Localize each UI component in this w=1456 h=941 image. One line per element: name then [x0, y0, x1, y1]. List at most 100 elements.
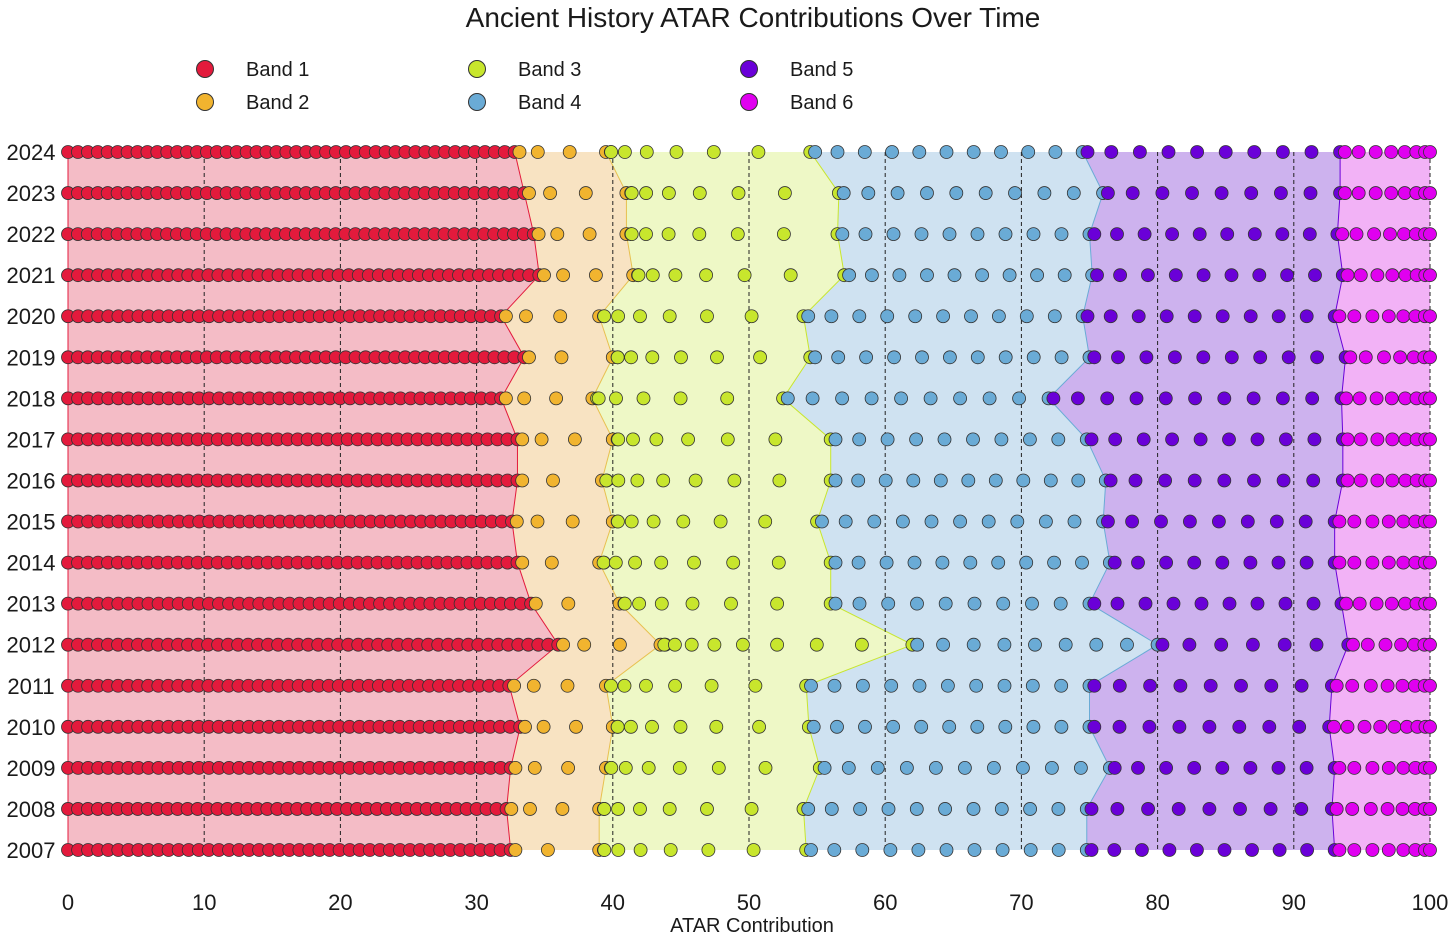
point-2012-band4-64	[910, 637, 925, 652]
point-2024-band5-72	[1161, 145, 1176, 159]
point-2013-band4-62	[938, 596, 953, 611]
point-2014-band4-61	[907, 555, 922, 570]
point-2021-band5-74	[1196, 268, 1211, 283]
point-2021-band4-65	[975, 268, 989, 283]
point-2007-band5-69	[1135, 843, 1149, 857]
point-2022-band3-56	[692, 227, 707, 242]
point-2024-band5-74	[1218, 145, 1233, 159]
point-2013-band6-81	[1384, 596, 1399, 611]
point-2008-band3-55	[744, 802, 759, 816]
point-2022-band6-83	[1383, 227, 1397, 242]
y-tick-2011: 2011	[7, 674, 54, 699]
point-2011-band3-55	[748, 678, 763, 693]
point-2010-band2-46	[518, 719, 532, 734]
point-2010-band4-65	[998, 719, 1013, 734]
point-2016-band5-69	[1103, 473, 1118, 488]
point-2010-band2-48	[569, 719, 583, 734]
point-2016-band6-81	[1385, 473, 1400, 488]
point-2023-band4-61	[890, 186, 905, 200]
point-2024-band6-82	[1384, 145, 1399, 159]
point-2021-band2-49	[556, 268, 570, 283]
point-2008-band3-53	[662, 802, 677, 816]
point-2014-band5-74	[1243, 555, 1258, 570]
y-tick-2021: 2021	[7, 263, 56, 288]
legend-marker-band-3	[468, 60, 486, 78]
point-2019-band4-64	[970, 350, 985, 365]
y-tick-2020: 2020	[7, 304, 56, 329]
point-2020-band5-73	[1243, 309, 1258, 324]
point-2016-band6-78	[1340, 473, 1355, 488]
point-2022-band5-72	[1137, 227, 1152, 242]
point-2022-band4-67	[1026, 227, 1041, 242]
point-2020-band4-58	[852, 309, 867, 324]
point-2020-band3-53	[700, 309, 714, 324]
point-2007-band3-54	[746, 843, 761, 857]
point-2022-band5-75	[1220, 227, 1235, 242]
point-2011-band2-45	[507, 678, 521, 693]
point-2015-band4-60	[896, 514, 910, 529]
band-areas	[67, 151, 1430, 851]
point-2014-band6-82	[1396, 555, 1411, 570]
point-2013-band4-58	[828, 596, 843, 611]
point-2014-band5-69	[1107, 555, 1122, 570]
point-2023-band3-57	[778, 186, 792, 200]
legend-marker-band-5	[740, 60, 758, 78]
point-2014-band3-55	[726, 555, 741, 570]
point-2007-band4-63	[995, 843, 1010, 857]
point-2020-band5-69	[1131, 309, 1146, 324]
point-2021-band2-50	[589, 268, 603, 283]
point-2023-band4-65	[1008, 186, 1022, 200]
y-tick-2024: 2024	[7, 140, 56, 165]
point-2020-band4-60	[908, 309, 923, 324]
point-2015-band5-70	[1154, 514, 1168, 529]
point-2017-band4-63	[966, 432, 980, 447]
point-2013-band4-61	[910, 596, 924, 611]
x-tick-20: 20	[328, 890, 352, 915]
point-2007-band6-77	[1332, 843, 1347, 857]
point-2013-band3-55	[724, 596, 738, 611]
point-2019-band4-59	[831, 350, 846, 365]
point-2024-band6-83	[1397, 145, 1412, 159]
point-2014-band6-79	[1347, 555, 1362, 570]
point-2010-band5-70	[1112, 719, 1127, 734]
point-2007-band5-75	[1300, 843, 1314, 857]
point-2018-band3-53	[720, 391, 735, 406]
point-2012-band6-80	[1346, 637, 1360, 652]
point-2015-band6-80	[1381, 514, 1396, 529]
point-2018-band4-57	[835, 391, 849, 406]
x-tick-60: 60	[873, 890, 897, 915]
point-2024-band2-47	[530, 145, 545, 159]
point-2024-band4-64	[966, 145, 981, 159]
point-2007-band3-50	[611, 843, 626, 857]
point-2010-band5-72	[1172, 719, 1187, 734]
point-2023-band6-78	[1338, 186, 1352, 200]
legend-marker-band-1	[196, 60, 214, 78]
point-2016-band6-85	[1423, 473, 1437, 488]
point-2023-band2-47	[522, 186, 536, 200]
y-tick-2010: 2010	[7, 715, 56, 740]
point-2010-band4-61	[886, 719, 900, 734]
data-points	[61, 145, 1437, 857]
point-2015-band3-50	[611, 514, 625, 529]
point-2022-band3-53	[624, 227, 639, 242]
point-2016-band5-70	[1128, 473, 1143, 488]
point-2009-band4-66	[1074, 760, 1088, 775]
point-2007-band4-57	[827, 843, 842, 857]
point-2007-band6-84	[1423, 843, 1437, 857]
point-2011-band4-62	[941, 678, 955, 693]
point-2007-band2-45	[508, 843, 523, 857]
point-2023-band5-70	[1125, 186, 1140, 200]
point-2020-band4-59	[880, 309, 895, 324]
point-2021-band3-55	[668, 268, 683, 283]
point-2014-band4-62	[935, 555, 950, 570]
point-2015-band6-84	[1423, 514, 1437, 529]
point-2009-band5-72	[1215, 760, 1230, 775]
point-2012-band4-66	[966, 637, 981, 652]
point-2013-band3-54	[685, 596, 700, 611]
point-2024-band6-80	[1351, 145, 1366, 159]
legend-label-band-4: Band 4	[518, 92, 581, 114]
point-2008-band5-68	[1084, 802, 1099, 816]
point-2011-band3-53	[668, 678, 682, 693]
point-2010-band5-71	[1142, 719, 1157, 734]
point-2019-band6-81	[1377, 350, 1391, 365]
